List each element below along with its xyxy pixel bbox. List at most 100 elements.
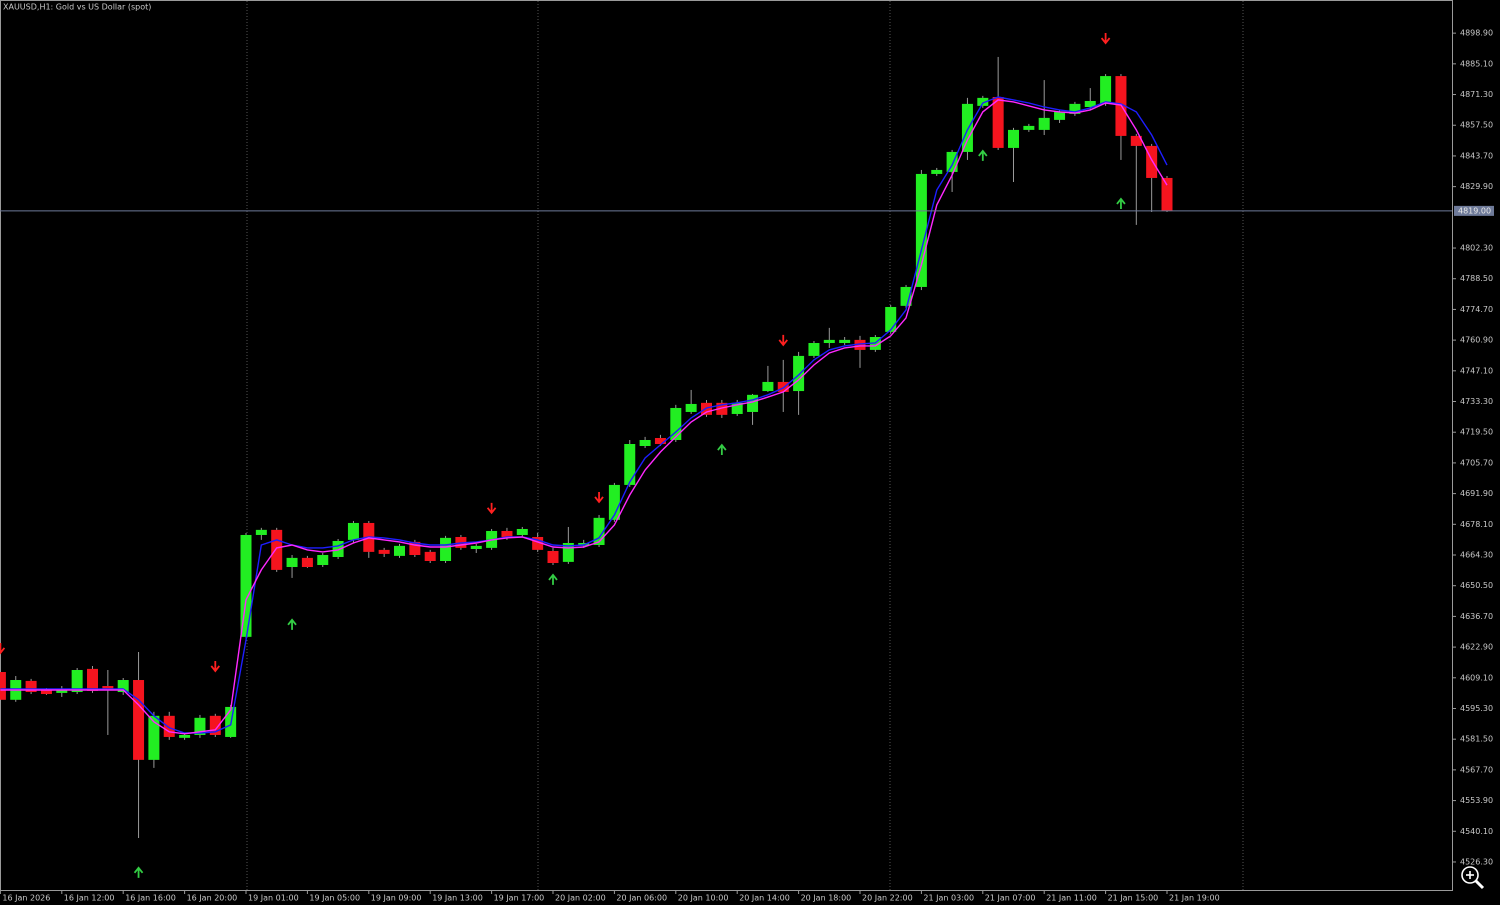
candle-body — [885, 306, 897, 332]
y-tick-label: 4885.10 — [1460, 59, 1493, 68]
y-tick-label: 4664.30 — [1460, 550, 1493, 559]
candle-body — [854, 339, 866, 350]
y-tick-label: 4898.90 — [1460, 29, 1493, 38]
candle-body — [701, 402, 712, 415]
buy-arrow — [1116, 197, 1126, 209]
y-tick-label: 4678.10 — [1460, 520, 1493, 529]
candle-body — [194, 717, 206, 735]
candle-body — [1130, 135, 1142, 146]
x-tick-label: 21 Jan 15:00 — [1108, 894, 1159, 903]
candle-body — [394, 545, 405, 556]
candle-body — [209, 715, 221, 735]
day-separators — [246, 1, 1244, 890]
candle-body — [747, 394, 759, 412]
candle-body — [961, 103, 973, 152]
y-tick-label: 4843.70 — [1460, 151, 1493, 160]
candle-body — [823, 339, 835, 344]
x-tick-label: 19 Jan 05:00 — [309, 894, 360, 903]
y-tick-label: 4650.50 — [1460, 581, 1493, 590]
y-tick-label: 4705.70 — [1460, 458, 1493, 467]
y-tick-label: 4857.50 — [1460, 121, 1493, 130]
buy-arrow — [717, 443, 727, 456]
candle-body — [839, 339, 851, 344]
candle-body — [685, 403, 697, 412]
candle-body — [501, 530, 513, 537]
candle-body — [40, 688, 52, 695]
y-tick-label: 4747.10 — [1460, 366, 1493, 375]
candle-body — [1038, 117, 1050, 130]
candle-body — [670, 407, 682, 440]
x-tick-label: 21 Jan 19:00 — [1169, 894, 1220, 903]
candle-body — [516, 528, 528, 535]
zoom-button[interactable] — [1461, 866, 1485, 890]
candle-body — [71, 670, 83, 693]
candle-body — [992, 96, 1004, 148]
candle-body — [470, 545, 482, 549]
buy-arrow — [978, 149, 988, 161]
candle-body — [716, 402, 728, 415]
x-tick-label: 21 Jan 03:00 — [923, 894, 974, 903]
candle-body — [1146, 145, 1158, 178]
sell-arrow — [778, 334, 788, 347]
x-tick-label: 16 Jan 20:00 — [187, 894, 238, 903]
y-tick-label: 4622.90 — [1460, 643, 1493, 652]
x-tick-label: 20 Jan 10:00 — [678, 894, 729, 903]
sell-arrow — [594, 491, 604, 504]
candle-body — [608, 484, 620, 520]
sell-arrow — [1100, 33, 1111, 45]
candle-body — [624, 443, 636, 485]
zoom-handle[interactable] — [1474, 879, 1485, 890]
candle-body — [0, 672, 6, 700]
candle-body — [179, 734, 191, 738]
current-price-box — [1454, 205, 1494, 216]
x-tick-label: 19 Jan 17:00 — [494, 894, 545, 903]
candle-body — [777, 381, 789, 392]
x-tick-label: 20 Jan 22:00 — [862, 894, 913, 903]
candle-body — [347, 522, 359, 540]
x-tick-label: 20 Jan 14:00 — [739, 894, 790, 903]
candle-body — [654, 437, 666, 444]
y-tick-label: 4760.90 — [1460, 336, 1493, 345]
candle-body — [271, 529, 283, 570]
buy-arrow — [287, 618, 297, 630]
candle-body — [409, 541, 421, 555]
candle-body — [240, 534, 252, 637]
y-tick-label: 4774.70 — [1460, 305, 1493, 314]
candle-body — [440, 537, 452, 562]
candle-body — [25, 680, 37, 693]
y-tick-label: 4609.10 — [1460, 673, 1493, 682]
candle-body — [547, 550, 559, 564]
candle-body — [946, 151, 958, 172]
candle-body — [762, 381, 774, 392]
candle-body — [1100, 76, 1112, 104]
candle-body — [808, 343, 820, 356]
candle-body — [317, 554, 329, 566]
y-tick-label: 4788.50 — [1460, 274, 1493, 283]
y-tick-label: 4719.50 — [1460, 428, 1493, 437]
candle-body — [1084, 100, 1096, 107]
candle-body — [1054, 111, 1066, 120]
candle-body — [87, 668, 98, 691]
candle-body — [793, 355, 805, 392]
y-tick-label: 4829.90 — [1460, 182, 1493, 191]
x-tick-label: 16 Jan 2026 — [2, 894, 50, 903]
x-tick-label: 20 Jan 02:00 — [555, 894, 606, 903]
candle-body — [378, 549, 390, 554]
candle-body — [915, 173, 927, 287]
candle-body — [532, 536, 544, 550]
candle-body — [731, 402, 743, 414]
zoom-lens[interactable] — [1461, 866, 1479, 884]
y-tick-label: 4871.30 — [1460, 90, 1493, 99]
candle-body — [148, 715, 160, 760]
candle-body — [424, 551, 436, 562]
candle-body — [1023, 125, 1035, 130]
y-tick-label: 4636.70 — [1460, 612, 1493, 621]
candle-body — [639, 439, 651, 447]
buy-arrow — [133, 866, 144, 878]
candle-body — [332, 540, 344, 558]
y-tick-label: 4691.90 — [1460, 489, 1493, 498]
x-tick-label: 21 Jan 07:00 — [985, 894, 1036, 903]
x-tick-label: 19 Jan 09:00 — [371, 894, 422, 903]
